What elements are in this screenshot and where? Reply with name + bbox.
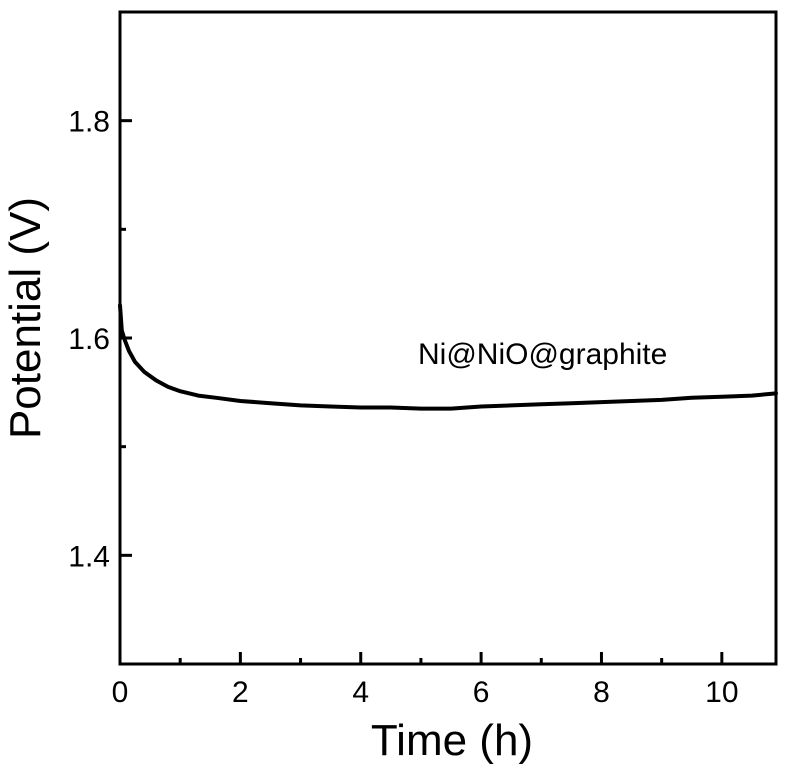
x-tick-label: 4 [352,676,369,709]
y-axis-title: Potential (V) [1,197,50,439]
x-tick-label: 6 [473,676,490,709]
x-tick-label: 2 [232,676,249,709]
x-tick-label: 10 [705,676,738,709]
x-tick-label: 0 [112,676,129,709]
x-tick-label: 8 [593,676,610,709]
y-tick-label: 1.8 [68,106,110,139]
y-tick-label: 1.6 [68,323,110,356]
series-line [118,303,778,411]
series-annotation: Ni@NiO@graphite [418,338,667,371]
y-tick-label: 1.4 [68,540,110,573]
x-axis-title: Time (h) [371,716,533,765]
